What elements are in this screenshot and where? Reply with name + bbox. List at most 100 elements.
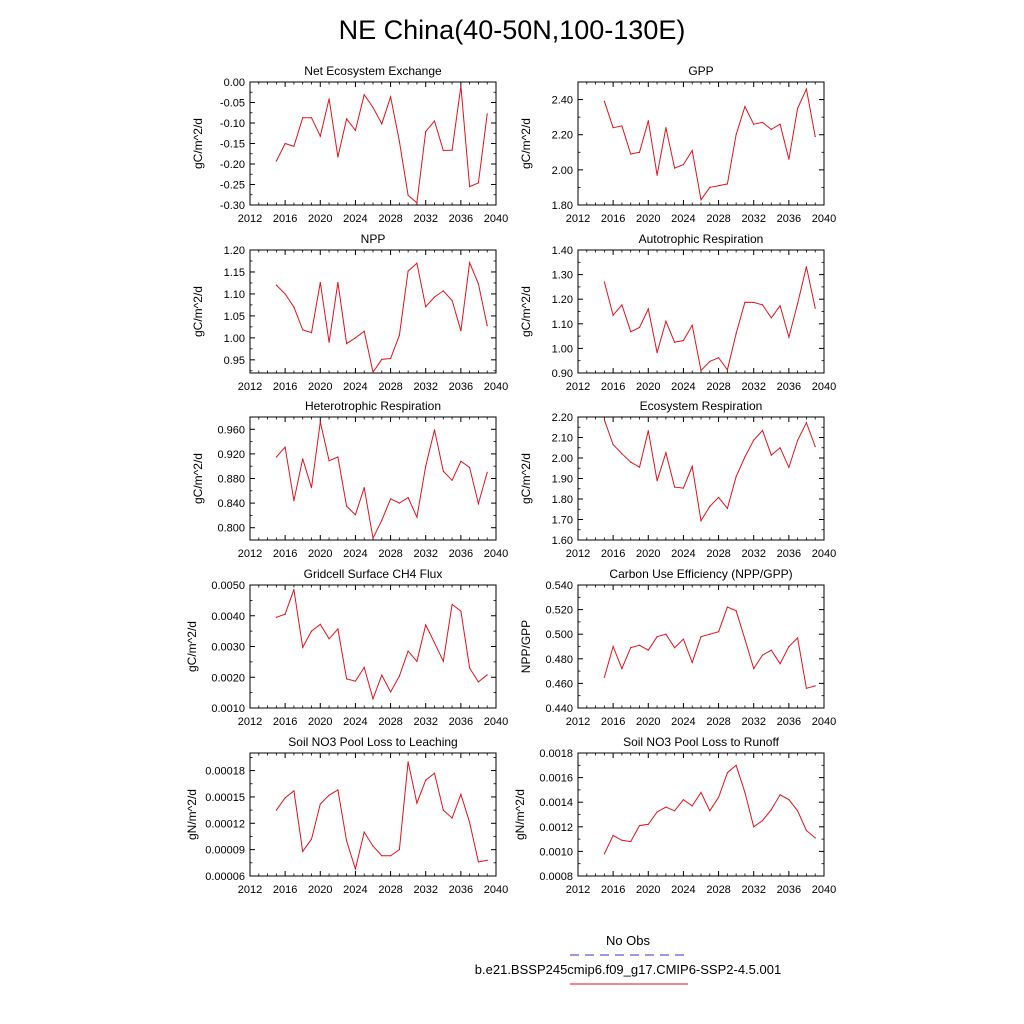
data-point [797,303,799,305]
plot-frame [577,249,825,374]
panel-title: Net Ecosystem Exchange [304,64,442,78]
data-point [612,443,614,446]
series-line [276,589,488,701]
data-point [770,649,772,651]
x-tick-label: 2016 [273,548,297,560]
data-point [390,691,392,693]
data-point [779,794,781,796]
panel-gpp: GPP 2012 2016 2020 2024 2028 2032 2036 2040 1.80 2… [519,64,836,225]
data-point [407,761,409,763]
x-tick-label: 2036 [449,213,473,225]
panel-title: NPP [361,232,386,246]
y-tick-label: 0.0012 [539,822,573,834]
y-tick-label: 0.920 [217,449,245,461]
data-point [319,281,321,284]
data-point [275,809,277,811]
y-tick-label: -0.15 [220,139,245,151]
data-point [761,304,764,306]
data-point [612,127,614,129]
x-tick-label: 2016 [601,884,625,896]
data-point [302,458,304,460]
series-line [603,87,816,201]
data-point [284,797,286,799]
data-point [372,106,374,108]
data-point [603,281,606,283]
panel-ecosystem-respiration: Ecosystem Respiration 2012 2016 2020 2024 202… [519,399,836,560]
y-tick-label: 0.95 [224,355,245,367]
panel-npp: NPP 2012 2016 2020 2024 2028 2032 2036 2040 0.95 1… [191,232,508,393]
y-axis-label: gC/m^2/d [191,286,205,337]
data-point [700,520,702,522]
data-point [310,117,313,119]
x-tick-label: 2040 [484,716,508,728]
data-point [486,325,488,327]
data-point [328,98,330,100]
data-point [814,307,816,309]
data-point [328,638,330,640]
data-point [310,332,313,334]
y-tick-label: 1.15 [224,267,245,279]
y-tick-label: 1.10 [552,319,573,331]
x-tick-label: 2032 [741,213,765,225]
panel-carbon-use-efficiency-npp-gpp: Carbon Use Efficiency (NPP/GPP) 2012 2016 2… [519,567,836,728]
data-point [805,687,808,689]
data-point [603,100,606,102]
y-tick-label: 1.80 [552,200,573,212]
x-tick-label: 2028 [706,884,730,896]
data-point [293,589,295,591]
data-point [753,123,755,125]
panel-title: Ecosystem Respiration [640,399,763,413]
y-tick-label: 1.00 [552,343,573,355]
data-point [805,88,808,90]
series-line [603,606,816,689]
data-point [293,790,295,792]
data-point [319,421,321,423]
data-point [665,127,667,129]
data-point [425,306,427,308]
plot-frame [577,752,825,877]
data-point [638,151,641,153]
data-point [337,456,339,458]
x-tick-label: 2036 [449,716,473,728]
data-point [665,320,667,322]
y-tick-label: 0.960 [217,424,245,436]
data-point [398,140,400,142]
x-tick-label: 2012 [566,716,590,728]
x-tick-label: 2036 [777,381,801,393]
data-point [753,668,755,670]
data-point [302,850,304,853]
panel-title: Soil NO3 Pool Loss to Leaching [288,735,457,749]
x-tick-label: 2016 [601,213,625,225]
y-tick-label: -0.25 [220,180,245,192]
y-tick-label: 0.0016 [539,773,573,785]
series-line [603,419,816,523]
data-point [416,802,418,804]
data-point [674,486,676,488]
y-tick-label: 0.0018 [539,748,573,760]
data-point [744,638,746,640]
x-tick-label: 2040 [812,381,836,393]
data-point [709,186,711,188]
data-point [354,129,356,131]
y-tick-label: 2.10 [552,433,573,445]
data-point [621,839,623,841]
data-point [735,476,737,478]
data-point [700,369,702,372]
data-point [744,106,746,108]
x-tick-label: 2020 [308,548,332,560]
data-point [656,636,658,638]
y-tick-label: 2.00 [552,453,573,465]
data-point [284,613,286,615]
data-point [363,831,365,833]
x-tick-label: 2024 [343,381,367,393]
x-tick-label: 2020 [308,381,332,393]
data-point [346,505,348,507]
y-axis-label: gC/m^2/d [191,453,205,504]
x-tick-label: 2036 [777,716,801,728]
data-point [770,809,772,811]
data-point [726,507,729,509]
data-point [674,341,676,343]
data-point [275,160,277,162]
y-tick-label: 1.30 [552,270,573,282]
